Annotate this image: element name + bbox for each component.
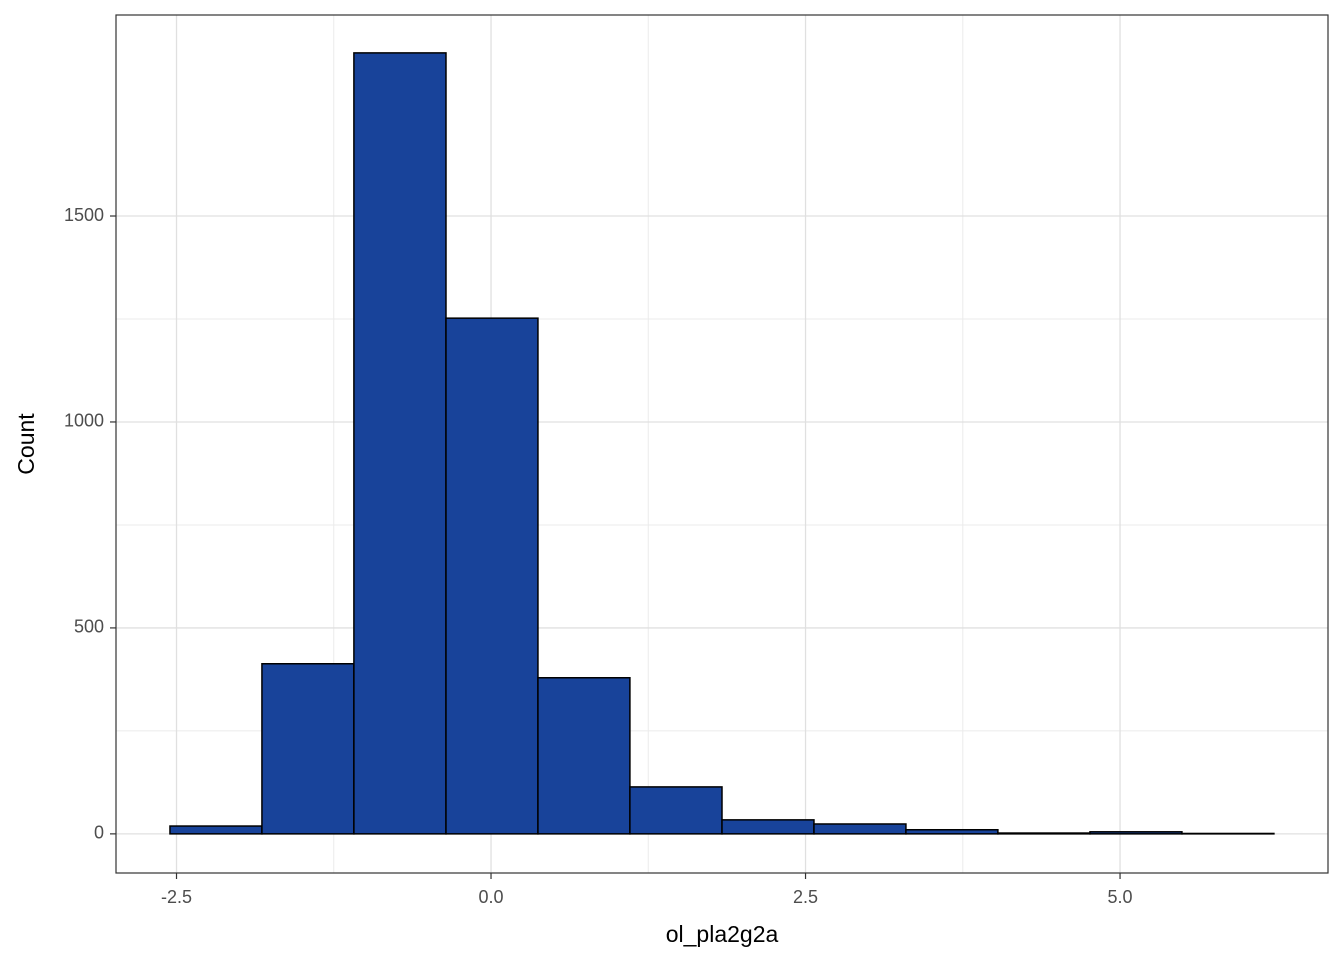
x-tick-label: 5.0 xyxy=(1108,887,1133,907)
grid xyxy=(116,15,1328,873)
bar xyxy=(997,832,1091,835)
y-axis-title: Count xyxy=(13,413,39,475)
bar xyxy=(629,786,723,835)
x-tick-label: -2.5 xyxy=(161,887,192,907)
y-tick-label: 500 xyxy=(74,617,104,637)
bar xyxy=(905,828,999,835)
panel-border xyxy=(115,14,1329,874)
bar xyxy=(445,317,539,835)
bar xyxy=(169,825,263,835)
bar xyxy=(261,663,355,835)
bar xyxy=(1089,831,1183,835)
y-tick-label: 1000 xyxy=(64,411,104,431)
x-tick-label: 0.0 xyxy=(479,887,504,907)
x-axis-title: ol_pla2g2a xyxy=(666,921,779,947)
bar xyxy=(353,52,447,835)
y-tick-label: 0 xyxy=(94,823,104,843)
bar xyxy=(721,819,815,835)
bar xyxy=(813,823,907,835)
bar xyxy=(537,677,631,835)
bars xyxy=(169,52,1275,835)
x-tick-label: 2.5 xyxy=(793,887,818,907)
y-tick-label: 1500 xyxy=(64,205,104,225)
